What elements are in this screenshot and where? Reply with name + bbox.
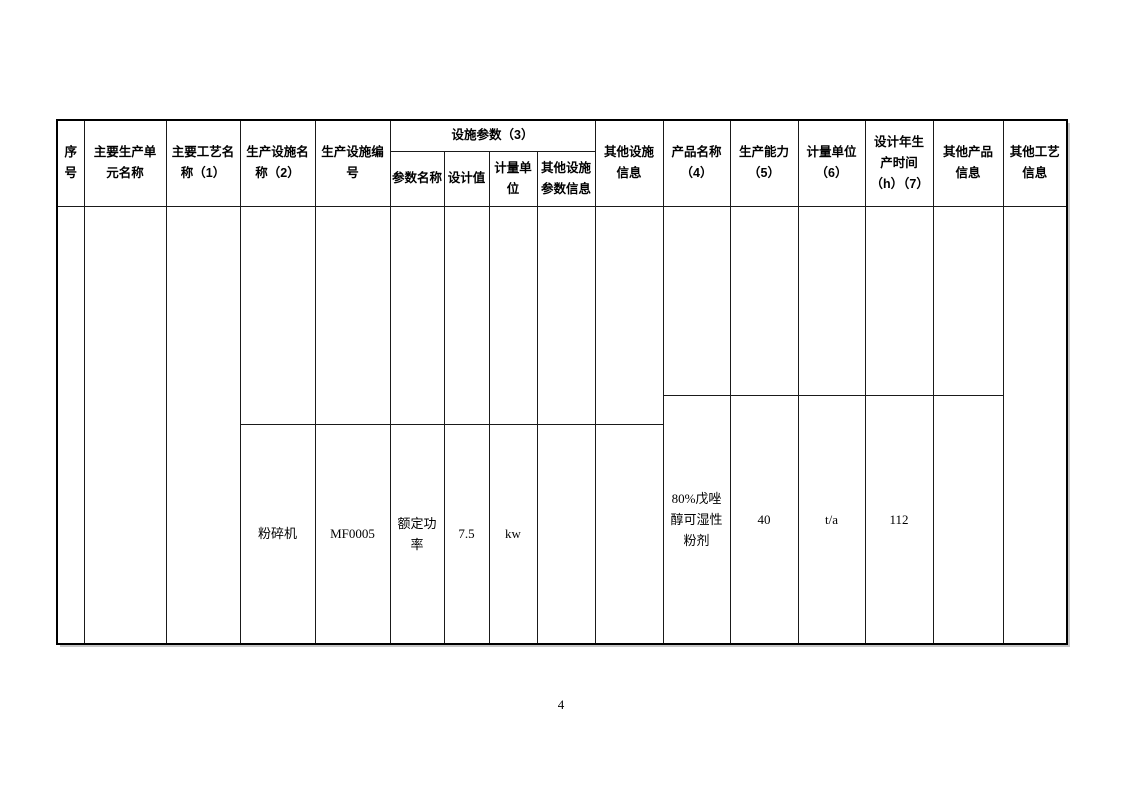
header-param-name: 参数名称 [389, 150, 445, 207]
header-facility-no: 生产设施编号 [314, 119, 391, 207]
cell-annual-time-upper-empty [864, 205, 934, 396]
header-facility-params-group: 设施参数（3） [389, 119, 596, 152]
cell-annual-time: 112 [864, 394, 934, 645]
cell-other-param-info-empty [536, 423, 596, 645]
cell-facility-name: 粉碎机 [239, 423, 316, 645]
cell-design-value-upper-empty [443, 205, 490, 425]
header-design-value: 设计值 [443, 150, 490, 207]
header-annual-time: 设计年生产时间（h）（7） [864, 119, 934, 207]
cell-product-name-upper-empty [662, 205, 731, 396]
cell-product-name: 80%戊唑醇可湿性粉剂 [662, 394, 731, 645]
page-number: 4 [557, 697, 565, 712]
cell-param-name-upper-empty [389, 205, 445, 425]
header-other-process-info: 其他工艺信息 [1002, 119, 1068, 207]
header-capacity: 生产能力（5） [729, 119, 799, 207]
cell-other-process-info-empty [1002, 205, 1068, 645]
cell-capacity-unit-upper-empty [797, 205, 866, 396]
header-main-unit: 主要生产单元名称 [83, 119, 167, 207]
cell-capacity-upper-empty [729, 205, 799, 396]
cell-param-unit-upper-empty [488, 205, 538, 425]
cell-capacity: 40 [729, 394, 799, 645]
cell-seq-empty [56, 205, 85, 645]
cell-other-facility-info-empty [594, 423, 664, 645]
cell-other-param-info-upper-empty [536, 205, 596, 425]
cell-capacity-unit: t/a [797, 394, 866, 645]
header-other-facility-info: 其他设施信息 [594, 119, 664, 207]
header-capacity-unit: 计量单位（6） [797, 119, 866, 207]
header-product-name: 产品名称（4） [662, 119, 731, 207]
cell-facility-name-upper-empty [239, 205, 316, 425]
cell-main-unit-empty [83, 205, 167, 645]
production-facility-table: 序号 主要生产单元名称 主要工艺名称（1） 生产设施名称（2） 生产设施编号 设… [56, 119, 1069, 645]
cell-other-facility-info-upper-empty [594, 205, 664, 425]
cell-design-value: 7.5 [443, 423, 490, 645]
cell-main-process-empty [165, 205, 241, 645]
header-facility-name: 生产设施名称（2） [239, 119, 316, 207]
cell-param-name: 额定功率 [389, 423, 445, 645]
header-seq: 序号 [56, 119, 85, 207]
cell-other-product-info-empty [932, 394, 1004, 645]
header-other-product-info: 其他产品信息 [932, 119, 1004, 207]
cell-facility-no-upper-empty [314, 205, 391, 425]
header-main-process: 主要工艺名称（1） [165, 119, 241, 207]
cell-facility-no: MF0005 [314, 423, 391, 645]
cell-other-product-info-upper-empty [932, 205, 1004, 396]
cell-param-unit: kw [488, 423, 538, 645]
header-other-param-info: 其他设施参数信息 [536, 150, 596, 207]
header-param-unit: 计量单位 [488, 150, 538, 207]
